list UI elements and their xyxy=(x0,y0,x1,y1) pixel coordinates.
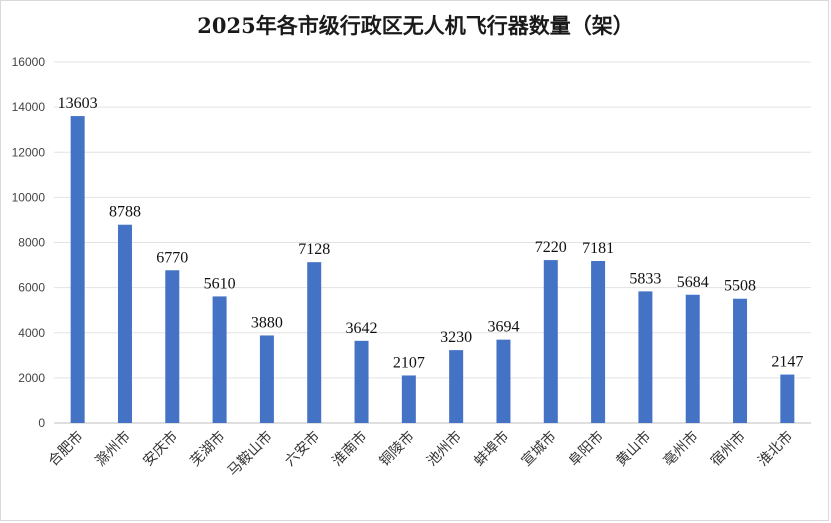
data-label: 5610 xyxy=(204,275,236,292)
bar xyxy=(780,374,795,423)
bar xyxy=(259,335,274,423)
x-tick-label: 滁州市 xyxy=(92,428,134,470)
x-tick-label: 六安市 xyxy=(281,428,323,470)
data-label: 5508 xyxy=(724,278,756,295)
x-tick-label: 池州市 xyxy=(423,428,465,470)
bar xyxy=(117,224,132,423)
data-label: 7128 xyxy=(298,241,330,258)
data-label: 2147 xyxy=(771,354,803,371)
y-tick-label: 0 xyxy=(38,416,45,430)
data-labels: 13603 8788 6770 5610 3880 7128 3642 2107 3230 369… xyxy=(58,95,804,371)
bar xyxy=(591,260,606,423)
bar xyxy=(401,375,416,423)
bar xyxy=(543,260,558,423)
x-tick-label: 安庆市 xyxy=(139,428,181,470)
bars xyxy=(70,116,795,424)
x-tick-label: 阜阳市 xyxy=(565,428,607,470)
x-tick-label: 淮北市 xyxy=(754,428,796,470)
data-label: 2107 xyxy=(393,354,425,371)
data-label: 8788 xyxy=(109,204,141,221)
bar xyxy=(165,270,180,423)
bar xyxy=(354,340,369,423)
y-tick-label: 6000 xyxy=(18,281,45,295)
data-label: 7220 xyxy=(535,239,567,256)
bar xyxy=(496,339,511,423)
x-tick-label: 宣城市 xyxy=(518,428,560,470)
data-label: 5684 xyxy=(677,274,709,291)
data-label: 3642 xyxy=(346,320,378,337)
y-tick-label: 14000 xyxy=(12,100,46,114)
data-label: 3880 xyxy=(251,314,283,331)
x-tick-label: 宿州市 xyxy=(707,428,749,470)
y-tick-label: 4000 xyxy=(18,326,45,340)
y-tick-label: 16000 xyxy=(12,55,46,69)
data-label: 3230 xyxy=(440,329,472,346)
x-tick-label: 合肥市 xyxy=(45,428,87,470)
data-label: 5833 xyxy=(629,270,661,287)
x-tick-label: 铜陵市 xyxy=(376,428,418,470)
bar xyxy=(638,291,653,423)
data-label: 7181 xyxy=(582,240,614,257)
y-tick-label: 8000 xyxy=(18,236,45,250)
bar xyxy=(212,296,227,423)
bar xyxy=(685,294,700,423)
chart-title: 2025年各市级行政区无人机飞行器数量（架） xyxy=(197,13,634,38)
x-tick-label: 芜湖市 xyxy=(187,428,229,470)
x-tick-label: 淮南市 xyxy=(329,428,371,470)
bar xyxy=(733,298,748,423)
y-axis: 0 2000 4000 6000 8000 10000 12000 14000 16000 xyxy=(12,55,46,430)
y-tick-label: 10000 xyxy=(12,190,46,204)
y-tick-label: 12000 xyxy=(12,145,46,159)
data-label: 13603 xyxy=(58,95,98,112)
x-tick-label: 马鞍山市 xyxy=(224,428,276,480)
gridlines xyxy=(54,61,811,424)
bar xyxy=(70,116,85,424)
data-label: 3694 xyxy=(487,319,519,336)
y-tick-label: 2000 xyxy=(18,371,45,385)
bar xyxy=(307,262,322,423)
x-tick-label: 黄山市 xyxy=(613,428,655,470)
x-tick-label: 亳州市 xyxy=(660,428,702,470)
data-label: 6770 xyxy=(156,249,188,266)
bar xyxy=(449,350,464,423)
x-tick-label: 蚌埠市 xyxy=(471,428,513,470)
